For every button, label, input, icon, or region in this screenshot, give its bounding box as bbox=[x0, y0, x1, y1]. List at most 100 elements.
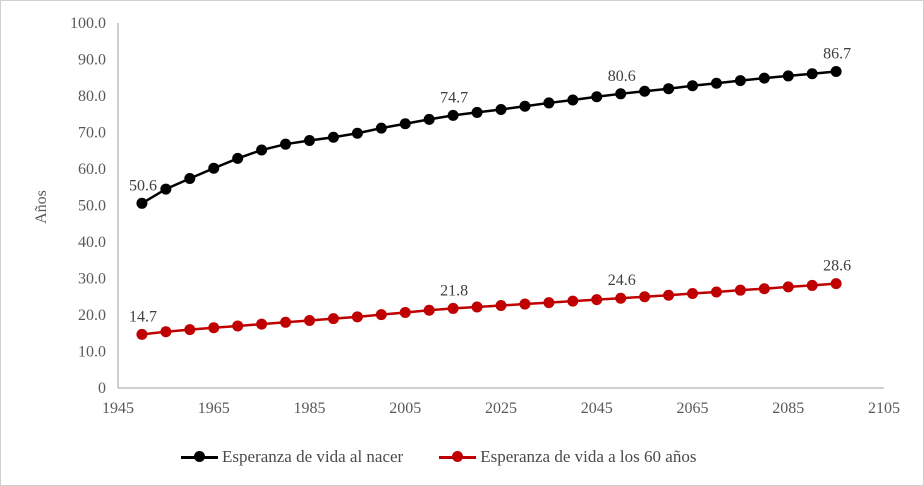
data-label: 14.7 bbox=[129, 308, 157, 325]
legend-item-esperanza-al-nacer: Esperanza de vida al nacer bbox=[181, 447, 403, 467]
x-tick-label: 2085 bbox=[772, 400, 804, 417]
data-label: 80.6 bbox=[608, 68, 636, 85]
series-marker-0 bbox=[830, 66, 842, 78]
series-marker-0 bbox=[447, 109, 459, 121]
legend-label: Esperanza de vida al nacer bbox=[222, 447, 404, 466]
series-marker-0 bbox=[327, 131, 339, 143]
x-tick-label: 1945 bbox=[102, 400, 134, 417]
series-marker-1 bbox=[471, 301, 483, 313]
series-marker-1 bbox=[495, 300, 507, 312]
y-tick-label: 30.0 bbox=[78, 271, 106, 288]
y-tick-label: 20.0 bbox=[78, 307, 106, 324]
series-marker-0 bbox=[567, 94, 579, 106]
series-marker-1 bbox=[615, 292, 627, 304]
series-marker-1 bbox=[639, 291, 651, 303]
y-tick-label: 10.0 bbox=[78, 344, 106, 361]
series-marker-0 bbox=[280, 138, 292, 150]
series-line-0 bbox=[141, 70, 837, 205]
series-marker-1 bbox=[591, 294, 603, 306]
data-label: 28.6 bbox=[823, 258, 851, 275]
series-marker-0 bbox=[663, 83, 675, 95]
y-tick-label: 0 bbox=[98, 380, 106, 397]
series-marker-0 bbox=[471, 106, 483, 118]
series-marker-0 bbox=[806, 68, 818, 80]
series-marker-0 bbox=[519, 100, 531, 112]
series-marker-1 bbox=[327, 313, 339, 325]
series-marker-0 bbox=[256, 144, 268, 156]
series-marker-0 bbox=[304, 135, 315, 147]
series-marker-0 bbox=[782, 70, 794, 82]
x-tick-label: 2005 bbox=[389, 400, 421, 417]
legend-line-dot-icon bbox=[181, 451, 218, 463]
y-tick-label: 40.0 bbox=[78, 234, 106, 251]
series-marker-0 bbox=[160, 183, 172, 195]
series-marker-1 bbox=[447, 302, 459, 314]
series-marker-1 bbox=[399, 306, 411, 318]
series-marker-0 bbox=[351, 127, 363, 139]
series-marker-1 bbox=[543, 297, 555, 309]
series-marker-0 bbox=[615, 88, 627, 100]
x-tick-label: 2105 bbox=[868, 400, 900, 417]
series-marker-1 bbox=[184, 324, 196, 336]
series-marker-1 bbox=[256, 318, 268, 330]
y-axis-title: Años bbox=[33, 190, 50, 224]
series-marker-0 bbox=[495, 104, 507, 116]
data-label: 21.8 bbox=[440, 282, 468, 299]
series-marker-0 bbox=[734, 75, 746, 87]
y-tick-label: 80.0 bbox=[78, 88, 106, 105]
data-label: 86.7 bbox=[823, 46, 851, 63]
series-marker-1 bbox=[304, 314, 315, 326]
data-label: 24.6 bbox=[608, 272, 636, 289]
series-marker-1 bbox=[710, 286, 722, 298]
series-marker-1 bbox=[232, 320, 244, 332]
chart-legend: Esperanza de vida al nacer Esperanza de … bbox=[181, 447, 696, 467]
series-marker-0 bbox=[375, 122, 387, 134]
x-tick-label: 2045 bbox=[581, 400, 613, 417]
series-marker-1 bbox=[734, 284, 746, 296]
series-marker-0 bbox=[136, 197, 148, 209]
series-marker-1 bbox=[567, 295, 579, 307]
legend-line-dot-icon bbox=[439, 451, 477, 463]
series-line-1 bbox=[141, 282, 837, 336]
data-label: 74.7 bbox=[440, 89, 468, 106]
series-marker-0 bbox=[399, 118, 411, 130]
series-marker-0 bbox=[184, 172, 196, 184]
series-marker-0 bbox=[543, 97, 555, 109]
series-marker-0 bbox=[639, 85, 651, 97]
series-marker-1 bbox=[519, 298, 531, 310]
series-marker-0 bbox=[208, 162, 220, 174]
series-marker-0 bbox=[758, 72, 770, 84]
y-tick-label: 90.0 bbox=[78, 52, 106, 69]
series-marker-1 bbox=[663, 289, 675, 301]
y-tick-label: 60.0 bbox=[78, 161, 106, 178]
series-marker-1 bbox=[782, 281, 794, 293]
legend-item-esperanza-60-anos: Esperanza de vida a los 60 años bbox=[439, 447, 696, 467]
series-marker-0 bbox=[687, 80, 698, 92]
x-tick-label: 1965 bbox=[198, 400, 230, 417]
series-marker-1 bbox=[160, 326, 172, 338]
x-tick-label: 2025 bbox=[485, 400, 517, 417]
series-marker-0 bbox=[232, 152, 244, 164]
series-marker-0 bbox=[591, 91, 603, 103]
y-tick-label: 100.0 bbox=[70, 15, 106, 32]
series-marker-1 bbox=[423, 304, 435, 316]
series-marker-1 bbox=[806, 279, 818, 291]
data-label: 50.6 bbox=[129, 177, 157, 194]
x-tick-label: 2065 bbox=[677, 400, 709, 417]
series-marker-1 bbox=[208, 322, 220, 334]
y-tick-label: 50.0 bbox=[78, 198, 106, 215]
y-tick-label: 70.0 bbox=[78, 125, 106, 142]
series-marker-1 bbox=[687, 287, 698, 299]
series-marker-1 bbox=[136, 328, 148, 340]
x-tick-label: 1985 bbox=[294, 400, 326, 417]
series-marker-1 bbox=[351, 311, 363, 323]
series-marker-1 bbox=[758, 283, 770, 295]
legend-label: Esperanza de vida a los 60 años bbox=[480, 447, 697, 466]
series-marker-1 bbox=[375, 309, 387, 321]
series-marker-0 bbox=[423, 113, 435, 125]
series-marker-1 bbox=[280, 316, 292, 328]
series-marker-0 bbox=[710, 77, 722, 89]
series-marker-1 bbox=[830, 278, 842, 290]
